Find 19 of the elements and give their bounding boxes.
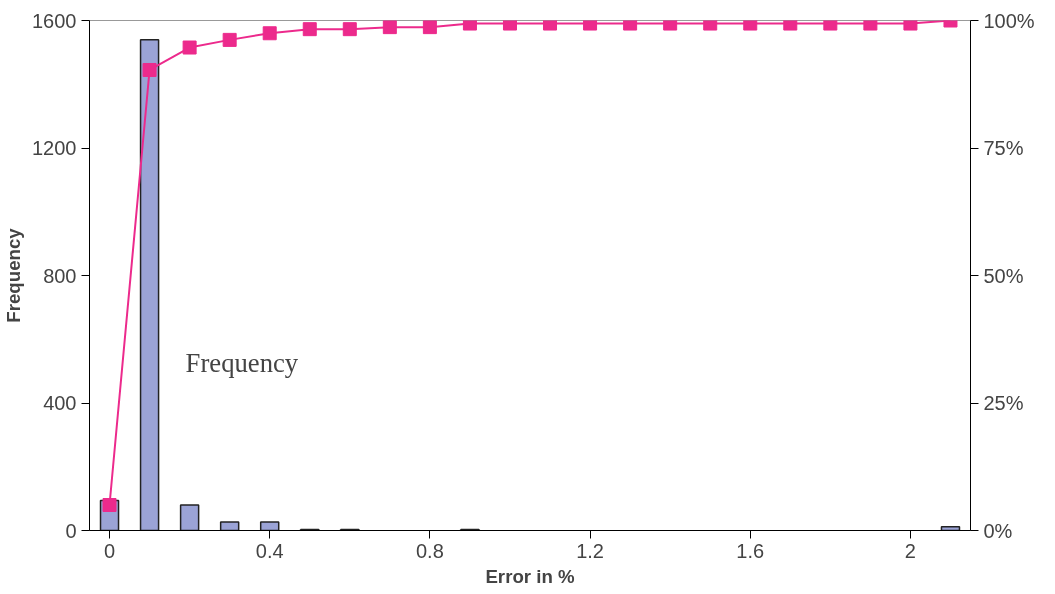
y2-tick-label: 0% (983, 519, 1013, 542)
y2-tick-label: 100% (983, 9, 1035, 32)
y-axis-title: Frequency (3, 227, 25, 323)
x-tick-label: 1.2 (576, 539, 604, 562)
y2-tick-label: 75% (983, 137, 1024, 159)
y-tick-label: 800 (43, 264, 77, 287)
x-axis-title: Error in % (485, 565, 575, 587)
x-tick-label: 0.8 (415, 539, 444, 562)
y-tick-label: 1200 (32, 137, 77, 159)
y2-tick-label: 50% (983, 264, 1024, 287)
annotation: Frequency (185, 347, 299, 378)
x-tick-label: 0.4 (255, 539, 284, 562)
y-tick-label: 0 (65, 519, 77, 542)
x-tick-label: 0 (103, 539, 116, 562)
x-tick-label: 1.6 (736, 539, 765, 562)
x-tick-label: 2 (904, 539, 916, 562)
y-tick-label: 400 (43, 392, 77, 414)
y2-tick-label: 25% (983, 392, 1024, 414)
y-tick-label: 1600 (32, 9, 77, 32)
